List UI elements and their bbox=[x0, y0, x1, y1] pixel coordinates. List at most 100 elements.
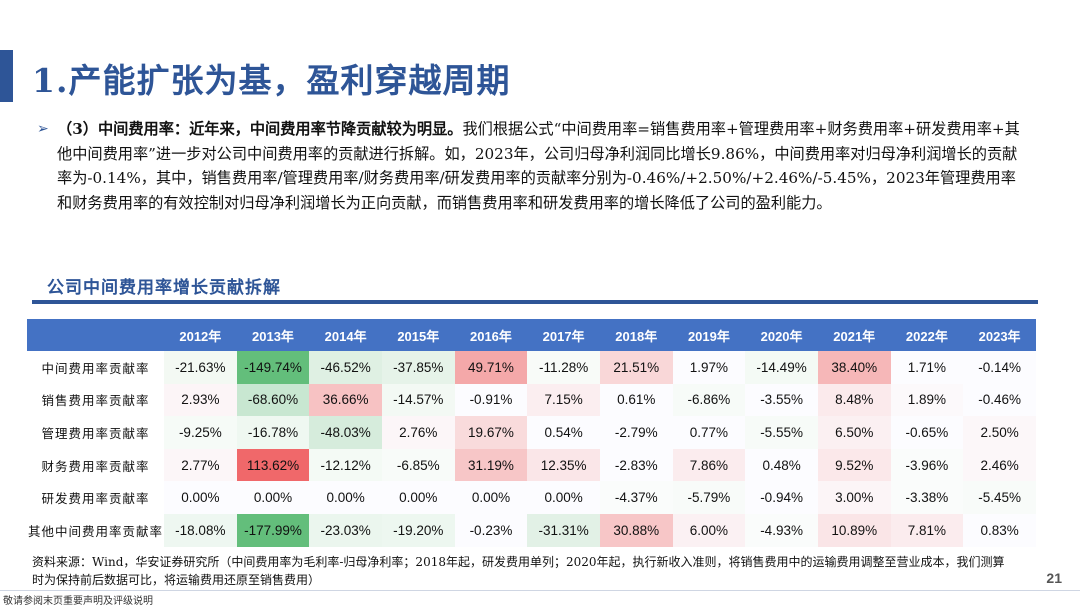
table-row: 销售费用率贡献率 2.93% -68.60% 36.66% -14.57% -0.91% 7… bbox=[27, 383, 1036, 417]
table-cell: -5.79% bbox=[672, 481, 746, 514]
table-cell: -4.93% bbox=[745, 513, 818, 547]
paragraph-lead: （3）中间费用率：近年来，中间费用率节降贡献较为明显。 bbox=[57, 120, 463, 138]
table-cell: -3.38% bbox=[890, 481, 964, 514]
table-cell: 0.00% bbox=[236, 481, 310, 514]
table-cell: 2.76% bbox=[381, 416, 455, 449]
table-cell: 7.15% bbox=[527, 383, 600, 417]
table-cell: 113.62% bbox=[236, 448, 310, 482]
table-cell: -46.52% bbox=[309, 351, 382, 384]
year-header: 2021年 bbox=[817, 319, 891, 351]
source-note: 资料来源：Wind，华安证券研究所（中间费用率为毛利率-归母净利率；2018年起… bbox=[32, 555, 1005, 587]
table-cell: -68.60% bbox=[236, 383, 310, 417]
table-cell: 0.00% bbox=[454, 481, 528, 514]
table-row: 中间费用率贡献率 -21.63% -149.74% -46.52% -37.85% 49.… bbox=[27, 351, 1036, 384]
title-accent-bar bbox=[0, 50, 13, 102]
year-header: 2018年 bbox=[599, 319, 673, 351]
year-header: 2019年 bbox=[672, 319, 746, 351]
table-cell: 1.89% bbox=[890, 383, 964, 417]
table-header-row: 2012年 2013年 2014年 2015年 2016年 2017年 2018… bbox=[27, 319, 1036, 351]
table-cell: -11.28% bbox=[527, 351, 600, 384]
table-cell: 30.88% bbox=[599, 513, 673, 547]
year-header: 2014年 bbox=[309, 319, 382, 351]
table-cell: -16.78% bbox=[236, 416, 310, 449]
table-cell: 36.66% bbox=[309, 383, 382, 417]
year-header: 2022年 bbox=[890, 319, 964, 351]
table-cell: -48.03% bbox=[309, 416, 382, 449]
table-cell: -0.46% bbox=[963, 383, 1036, 417]
table-cell: 0.48% bbox=[745, 448, 818, 482]
table-cell: -2.83% bbox=[599, 448, 673, 482]
table-cell: -9.25% bbox=[164, 416, 237, 449]
table-cell: 0.54% bbox=[527, 416, 600, 449]
table-cell: 2.46% bbox=[963, 448, 1036, 482]
disclaimer-text: 敬请参阅末页重要声明及评级说明 bbox=[3, 596, 153, 607]
year-header: 2016年 bbox=[454, 319, 528, 351]
year-header: 2023年 bbox=[963, 319, 1036, 351]
table-cell: 19.67% bbox=[454, 416, 528, 449]
table-cell: 12.35% bbox=[527, 448, 600, 482]
row-label: 财务费用率贡献率 bbox=[41, 458, 150, 474]
table-cell: 0.83% bbox=[963, 513, 1036, 547]
table-cell: -6.85% bbox=[381, 448, 455, 482]
table-cell: 49.71% bbox=[454, 351, 528, 384]
page-number: 21 bbox=[1046, 570, 1062, 586]
table-cell: -0.23% bbox=[454, 513, 528, 547]
table-cell: 7.81% bbox=[890, 513, 964, 547]
table-cell: 0.00% bbox=[527, 481, 600, 514]
table-cell: -21.63% bbox=[164, 351, 237, 384]
table-cell: -5.45% bbox=[963, 481, 1036, 514]
table-cell: 0.61% bbox=[599, 383, 673, 417]
table-cell: -23.03% bbox=[309, 513, 382, 547]
analysis-paragraph: ➢ （3）中间费用率：近年来，中间费用率节降贡献较为明显。我们根据公式“中间费用… bbox=[37, 117, 1023, 215]
table-cell: 0.77% bbox=[672, 416, 746, 449]
table-cell: -149.74% bbox=[236, 351, 310, 384]
table-cell: 0.00% bbox=[164, 481, 237, 514]
table-cell: 6.00% bbox=[672, 513, 746, 547]
table-cell: 1.71% bbox=[890, 351, 964, 384]
table-cell: -18.08% bbox=[164, 513, 237, 547]
paragraph-body: 我们根据公式“中间费用率=销售费用率+管理费用率+财务费用率+研发费用率+其他中… bbox=[57, 120, 1020, 212]
table-cell: 10.89% bbox=[817, 513, 891, 547]
table-cell: 7.86% bbox=[672, 448, 746, 482]
year-header: 2015年 bbox=[381, 319, 455, 351]
table-cell: 31.19% bbox=[454, 448, 528, 482]
contribution-table: 2012年 2013年 2014年 2015年 2016年 2017年 2018… bbox=[27, 319, 1036, 547]
table-cell: -12.12% bbox=[309, 448, 382, 482]
table-cell: 21.51% bbox=[599, 351, 673, 384]
table-cell: -31.31% bbox=[527, 513, 600, 547]
row-label: 其他中间费用率贡献率 bbox=[27, 523, 163, 539]
table-cell: -14.49% bbox=[745, 351, 818, 384]
table-cell: -0.65% bbox=[890, 416, 964, 449]
table-cell: -177.99% bbox=[236, 513, 310, 547]
table-cell: -3.55% bbox=[745, 383, 818, 417]
table-row: 研发费用率贡献率 0.00% 0.00% 0.00% 0.00% 0.00% 0.00% -4… bbox=[27, 481, 1036, 514]
table-cell: -2.79% bbox=[599, 416, 673, 449]
table-cell: -3.96% bbox=[890, 448, 964, 482]
footer-divider bbox=[0, 590, 1080, 591]
table-cell: -0.94% bbox=[745, 481, 818, 514]
table-cell: -0.91% bbox=[454, 383, 528, 417]
table-cell: -0.14% bbox=[963, 351, 1036, 384]
table-cell: 8.48% bbox=[817, 383, 891, 417]
table-cell: 38.40% bbox=[817, 351, 891, 384]
year-header: 2017年 bbox=[527, 319, 600, 351]
table-cell: 1.97% bbox=[672, 351, 746, 384]
table-cell: -4.37% bbox=[599, 481, 673, 514]
table-row: 管理费用率贡献率 -9.25% -16.78% -48.03% 2.76% 19.67% 0… bbox=[27, 416, 1036, 449]
table-cell: 0.00% bbox=[309, 481, 382, 514]
table-cell: -14.57% bbox=[381, 383, 455, 417]
row-label: 研发费用率贡献率 bbox=[41, 491, 150, 507]
bullet-arrow-icon: ➢ bbox=[37, 121, 49, 137]
table-cell: 2.50% bbox=[963, 416, 1036, 449]
table-cell: 2.93% bbox=[164, 383, 237, 417]
table-cell: -5.55% bbox=[745, 416, 818, 449]
table-cell: 0.00% bbox=[381, 481, 455, 514]
year-header: 2020年 bbox=[745, 319, 818, 351]
table-row: 其他中间费用率贡献率 -18.08% -177.99% -23.03% -19.20% -… bbox=[27, 513, 1036, 547]
table-cell: -6.86% bbox=[672, 383, 746, 417]
table-cell: 9.52% bbox=[817, 448, 891, 482]
year-header: 2013年 bbox=[236, 319, 310, 351]
table-row: 财务费用率贡献率 2.77% 113.62% -12.12% -6.85% 31.19% 1… bbox=[27, 448, 1036, 482]
page-title: 1.产能扩张为基，盈利穿越周期 bbox=[32, 61, 511, 100]
table-cell: 6.50% bbox=[817, 416, 891, 449]
